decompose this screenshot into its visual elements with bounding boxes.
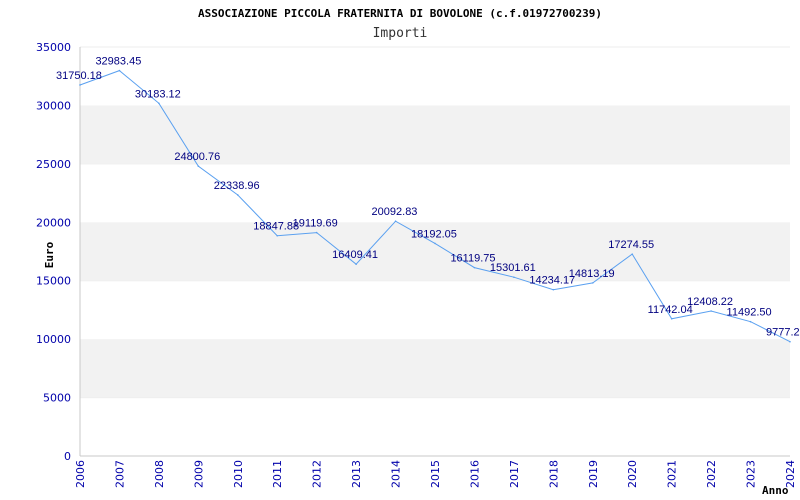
data-label: 18847.88 (253, 221, 299, 233)
data-label: 15301.61 (490, 262, 536, 274)
x-tick-label: 2015 (429, 460, 442, 488)
data-label: 20092.83 (372, 206, 418, 218)
series-importi (79, 69, 791, 343)
data-label: 12408.22 (687, 296, 733, 308)
data-point (513, 276, 515, 278)
data-label: 16409.41 (332, 249, 378, 261)
data-point (315, 231, 318, 234)
data-point (158, 102, 160, 105)
x-tick-label: 2016 (468, 460, 481, 488)
chart-subtitle: Importi (373, 26, 428, 41)
y-tick-label: 15000 (36, 275, 71, 288)
data-label: 14813.19 (569, 268, 615, 280)
y-tick-label: 0 (64, 450, 71, 463)
data-label: 31750.18 (56, 70, 102, 82)
data-label: 18192.05 (411, 228, 457, 240)
x-tick-label: 2006 (74, 460, 87, 488)
y-axis-label: Euro (43, 241, 56, 268)
y-tick-label: 5000 (43, 392, 71, 405)
data-point (710, 310, 712, 312)
grid-band (80, 105, 790, 164)
data-label: 14234.17 (529, 275, 575, 287)
data-point (749, 320, 752, 323)
y-tick-label: 10000 (36, 333, 71, 346)
data-point (591, 282, 594, 284)
x-tick-label: 2023 (745, 460, 758, 488)
x-tick-label: 2020 (626, 460, 639, 488)
y-tick-label: 30000 (36, 99, 71, 112)
axes (79, 47, 790, 457)
data-labels: 31750.18 32983.45 30183.12 24800.76 22338.96… (56, 56, 800, 339)
data-label: 17274.55 (608, 239, 654, 251)
x-tick-label: 2010 (232, 460, 245, 488)
x-tick-label: 2018 (547, 460, 560, 488)
x-axis-ticks: 2006 2007 2008 2009 2010 2011 2012 2013 2014 2015… (74, 460, 797, 488)
data-label: 19119.69 (293, 218, 338, 230)
y-tick-label: 35000 (36, 41, 71, 54)
x-tick-label: 2013 (350, 460, 363, 488)
data-label: 30183.12 (135, 88, 181, 100)
data-point (118, 69, 121, 72)
y-tick-label: 20000 (36, 216, 71, 229)
data-label: 11492.50 (727, 307, 772, 319)
data-point (473, 266, 476, 269)
x-tick-label: 2024 (784, 460, 797, 488)
x-tick-label: 2017 (508, 460, 521, 488)
x-tick-label: 2022 (705, 460, 718, 488)
x-axis-label: Anno (762, 484, 789, 497)
chart-title: ASSOCIAZIONE PICCOLA FRATERNITA DI BOVOL… (198, 7, 602, 20)
x-tick-label: 2019 (587, 460, 600, 488)
data-label: 24800.76 (174, 151, 220, 163)
data-point (197, 165, 200, 167)
data-label: 11742.04 (648, 304, 693, 316)
x-tick-label: 2009 (192, 460, 205, 488)
data-label: 9777.2 (766, 327, 800, 339)
x-tick-label: 2014 (390, 460, 403, 488)
grid-band (80, 222, 790, 281)
x-tick-label: 2008 (153, 460, 166, 488)
y-axis-ticks: 0 5000 10000 15000 20000 25000 30000 35000 (36, 41, 71, 463)
grid-bands (80, 46, 790, 399)
data-point (236, 194, 239, 196)
data-point (631, 253, 634, 255)
data-point (789, 340, 791, 343)
y-tick-label: 25000 (36, 158, 71, 171)
x-tick-label: 2011 (271, 460, 284, 488)
data-point (276, 234, 279, 237)
data-label: 16119.75 (450, 253, 495, 265)
data-point (394, 220, 397, 223)
data-point (434, 242, 436, 245)
x-tick-label: 2012 (311, 460, 324, 488)
x-tick-label: 2021 (666, 460, 679, 488)
data-label: 32983.45 (95, 56, 141, 68)
data-label: 22338.96 (214, 180, 260, 192)
data-point (552, 288, 555, 291)
x-tick-label: 2007 (113, 460, 126, 488)
data-point (670, 317, 673, 320)
data-point (79, 84, 81, 86)
data-point (355, 263, 357, 266)
grid-band (80, 339, 790, 398)
